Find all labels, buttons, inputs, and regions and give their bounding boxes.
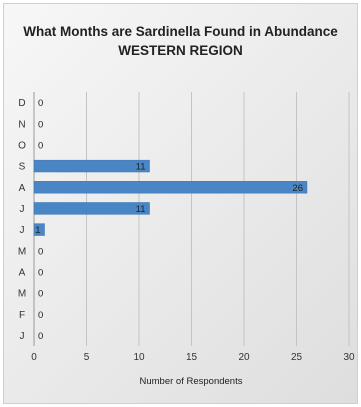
x-tick-label: 30 <box>343 352 355 363</box>
chart-title: What Months are Sardinella Found in Abun… <box>23 24 338 39</box>
x-tick-label: 5 <box>84 352 90 363</box>
category-label: A <box>19 267 26 278</box>
data-label: 0 <box>38 310 43 321</box>
x-tick-label: 25 <box>291 352 303 363</box>
category-label: J <box>20 225 25 236</box>
gridlines <box>33 92 350 346</box>
data-label: 1 <box>35 225 40 236</box>
data-label: 26 <box>292 183 303 194</box>
data-label: 0 <box>38 331 43 342</box>
chart-subtitle: WESTERN REGION <box>118 43 243 58</box>
category-label: S <box>19 162 26 173</box>
bar <box>33 181 308 194</box>
data-label: 0 <box>38 267 43 278</box>
bar <box>33 202 150 215</box>
data-label: 0 <box>38 140 43 151</box>
category-label: J <box>20 331 25 342</box>
data-label: 0 <box>38 246 43 257</box>
category-label: J <box>20 204 25 215</box>
bar <box>33 159 150 173</box>
x-tick-label: 20 <box>238 352 250 363</box>
category-label: M <box>18 246 26 257</box>
data-label: 0 <box>38 289 43 300</box>
category-label: F <box>19 310 25 321</box>
x-tick-label: 10 <box>133 352 145 363</box>
data-label: 11 <box>136 162 146 173</box>
category-label: A <box>19 183 26 194</box>
data-label: 11 <box>136 204 146 215</box>
data-label: 0 <box>38 98 43 109</box>
category-label: D <box>18 98 25 109</box>
category-label: M <box>18 289 26 300</box>
data-label: 0 <box>38 119 43 130</box>
bar <box>33 223 45 236</box>
x-tick-labels: 0 5 10 15 20 25 30 <box>31 352 355 363</box>
category-label: N <box>18 119 25 130</box>
x-tick-label: 0 <box>31 352 37 363</box>
category-label: O <box>18 140 26 151</box>
x-axis-label: Number of Respondents <box>140 376 243 387</box>
x-tick-label: 15 <box>186 352 198 363</box>
